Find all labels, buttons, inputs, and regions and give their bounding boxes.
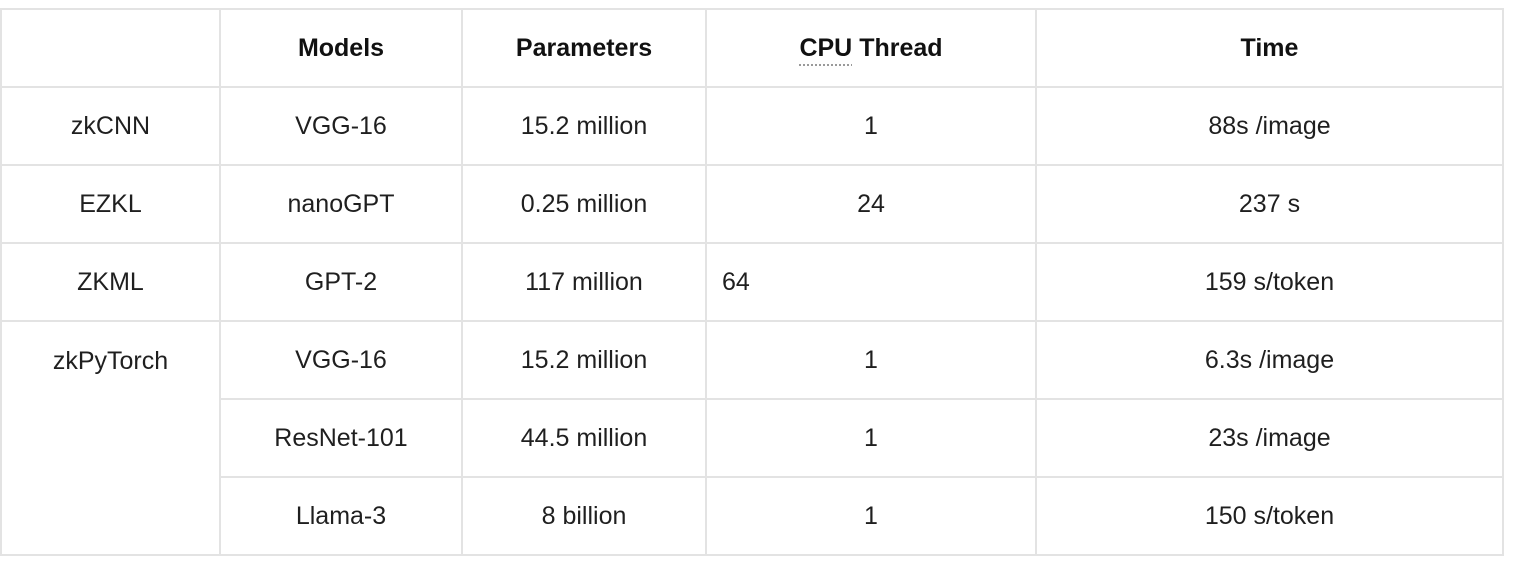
cell-model: GPT-2 [219,242,463,322]
cell-cpu-thread: 1 [705,86,1037,166]
cell-parameters: 15.2 million [461,86,707,166]
cell-parameters: 0.25 million [461,164,707,244]
table-header: Models Parameters CPU Thread Time [0,8,1504,88]
table-row: Llama-3 8 billion 1 150 s/token [1,476,1504,556]
cell-cpu-thread: 1 [705,320,1037,400]
cell-model: Llama-3 [219,476,463,556]
cell-model: VGG-16 [219,86,463,166]
cell-cpu-thread: 24 [705,164,1037,244]
cell-org: EZKL [0,164,221,244]
cell-cpu-thread: 1 [705,476,1037,556]
table-row: zkCNN VGG-16 15.2 million 1 88s /image [0,86,1504,166]
cell-org: zkCNN [0,86,221,166]
cell-time: 237 s [1035,164,1504,244]
header-org [0,8,221,88]
cell-time: 150 s/token [1035,476,1504,556]
cell-cpu-thread: 64 [705,242,1037,322]
header-time: Time [1035,8,1504,88]
cell-parameters: 44.5 million [461,398,707,478]
table-row: zkPyTorch VGG-16 15.2 million 1 6.3s /im… [0,320,1504,556]
table-row: ZKML GPT-2 117 million 64 159 s/token [0,242,1504,322]
cell-org: ZKML [0,242,221,322]
cell-time: 23s /image [1035,398,1504,478]
comparison-table-container: Models Parameters CPU Thread Time zkCNN … [0,8,1504,556]
cell-model: ResNet-101 [219,398,463,478]
cell-org: zkPyTorch [0,320,221,556]
header-row: Models Parameters CPU Thread Time [0,8,1504,88]
cpu-thread-label: Thread [852,33,943,62]
cell-time: 88s /image [1035,86,1504,166]
table-row: ResNet-101 44.5 million 1 23s /image [1,398,1504,478]
comparison-table: Models Parameters CPU Thread Time zkCNN … [0,8,1504,556]
cell-model: nanoGPT [219,164,463,244]
cell-time: 159 s/token [1035,242,1504,322]
cell-time: 6.3s /image [1035,320,1504,400]
header-parameters: Parameters [461,8,707,88]
cell-cpu-thread: 1 [705,398,1037,478]
cell-model: VGG-16 [219,320,463,400]
header-cpu-thread: CPU Thread [705,8,1037,88]
cpu-abbreviation[interactable]: CPU [799,33,853,62]
cell-parameters: 8 billion [461,476,707,556]
cell-parameters: 117 million [461,242,707,322]
header-models: Models [219,8,463,88]
cell-parameters: 15.2 million [461,320,707,400]
table-body: zkCNN VGG-16 15.2 million 1 88s /image E… [0,86,1504,556]
table-row: EZKL nanoGPT 0.25 million 24 237 s [0,164,1504,244]
